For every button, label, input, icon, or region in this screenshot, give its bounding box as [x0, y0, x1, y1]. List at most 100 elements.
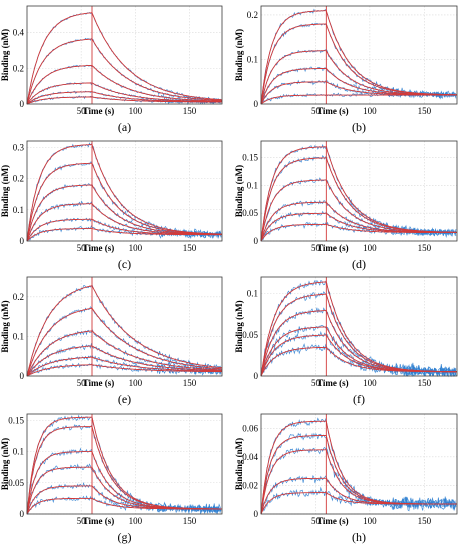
x-tick-label: 150 — [183, 106, 197, 116]
x-tick-label: 100 — [129, 243, 143, 253]
fit-curve-1 — [260, 10, 457, 105]
panel-g: 0 0.05 0.1 0.15 50 100 150 Time (s) Binding (nM)… — [0, 413, 223, 544]
fit-curve-1 — [26, 285, 223, 377]
x-axis-title: Time (s) — [317, 106, 349, 116]
x-tick-label: 50 — [311, 243, 321, 253]
y-tick-label: 0.15 — [8, 415, 24, 425]
panel-f: 0 0.05 0.1 50 100 150 Time (s) Binding (nM) (f) — [234, 276, 458, 406]
x-axis-title: Time (s) — [317, 378, 349, 388]
y-tick-label: 0.1 — [13, 447, 24, 457]
y-tick-label: 0.15 — [242, 153, 258, 163]
x-tick-label: 50 — [311, 106, 321, 116]
x-tick-label: 150 — [418, 106, 432, 116]
experimental-trace-1 — [260, 417, 457, 515]
fit-curve-6 — [260, 346, 457, 377]
plot-frame — [26, 413, 223, 515]
y-axis-title: Binding (nM) — [0, 29, 10, 81]
plot-frame — [26, 276, 223, 377]
x-tick-label: 150 — [418, 378, 432, 388]
experimental-trace-1 — [26, 12, 222, 105]
x-tick-label: 50 — [311, 516, 321, 526]
y-axis-title: Binding (nM) — [0, 300, 10, 352]
fit-curve-2 — [26, 162, 223, 242]
fit-curve-2 — [260, 157, 457, 242]
x-tick-label: 50 — [77, 516, 87, 526]
panel-label: (b) — [352, 120, 366, 134]
plot-frame — [260, 413, 458, 515]
y-tick-label: 0 — [20, 509, 25, 519]
fit-curve-6 — [260, 94, 457, 105]
y-axis-title: Binding (nM) — [234, 165, 244, 217]
y-axis-title: Binding (nM) — [0, 165, 10, 217]
y-tick-label: 0 — [254, 371, 259, 381]
y-tick-label: 0.1 — [13, 331, 24, 341]
y-tick-label: 0.06 — [242, 423, 258, 433]
x-tick-label: 100 — [363, 106, 377, 116]
fit-curve-6 — [26, 96, 222, 105]
x-axis-title: Time (s) — [83, 106, 115, 116]
x-tick-label: 100 — [363, 378, 377, 388]
panel-label: (g) — [118, 530, 132, 544]
fit-curve-2 — [26, 307, 223, 377]
panel-c: 0 0.1 0.2 0.3 50 100 150 Time (s) Binding (nM) (c… — [0, 140, 223, 271]
experimental-trace-6 — [26, 225, 222, 242]
x-tick-label: 50 — [77, 106, 87, 116]
y-axis-title: Binding (nM) — [234, 438, 244, 490]
y-axis-title: Binding (nM) — [0, 438, 10, 490]
x-tick-label: 50 — [77, 378, 87, 388]
panel-label: (d) — [352, 257, 366, 271]
fit-curve-6 — [26, 497, 222, 515]
fit-curve-2 — [26, 38, 223, 105]
x-axis-title: Time (s) — [83, 516, 115, 526]
x-tick-label: 150 — [418, 516, 432, 526]
fit-curve-1 — [26, 144, 222, 242]
fit-curve-1 — [260, 146, 457, 242]
fit-curve-4 — [26, 82, 222, 105]
x-axis-title: Time (s) — [83, 243, 115, 253]
experimental-trace-5 — [260, 210, 457, 242]
panel-label: (h) — [352, 530, 366, 544]
y-tick-label: 0.2 — [13, 63, 24, 73]
fit-curve-3 — [26, 184, 222, 242]
plot-frame — [260, 5, 458, 105]
x-tick-label: 150 — [418, 243, 432, 253]
panel-label: (e) — [118, 392, 131, 406]
y-axis-title: Binding (nM) — [234, 300, 244, 352]
fit-curve-5 — [26, 356, 222, 377]
x-axis-title: Time (s) — [317, 243, 349, 253]
y-tick-label: 0.04 — [242, 452, 258, 462]
y-tick-label: 0 — [254, 509, 259, 519]
fit-curve-5 — [260, 492, 457, 515]
y-tick-label: 0.1 — [13, 205, 24, 215]
y-tick-label: 0.02 — [242, 480, 258, 490]
y-tick-label: 0.1 — [247, 180, 258, 190]
fit-curve-1 — [26, 12, 223, 105]
y-tick-label: 0 — [254, 99, 259, 109]
experimental-trace-1 — [26, 142, 222, 242]
x-tick-label: 100 — [363, 516, 377, 526]
panel-label: (c) — [118, 257, 131, 271]
y-tick-label: 0.05 — [242, 330, 258, 340]
y-tick-label: 0.3 — [13, 142, 25, 152]
y-tick-label: 0.2 — [13, 174, 24, 184]
x-tick-label: 100 — [129, 378, 143, 388]
fit-curve-4 — [26, 345, 222, 377]
panel-label: (a) — [118, 120, 131, 134]
y-tick-label: 0 — [20, 371, 25, 381]
y-tick-label: 0.05 — [8, 478, 24, 488]
panel-label: (f) — [353, 392, 365, 406]
experimental-trace-2 — [260, 291, 457, 378]
y-tick-label: 0.1 — [247, 289, 258, 299]
y-tick-label: 0.4 — [13, 28, 25, 38]
fit-curve-5 — [260, 212, 457, 242]
plot-frame — [260, 276, 458, 377]
fit-curve-3 — [26, 330, 223, 377]
x-tick-label: 100 — [363, 243, 377, 253]
y-axis-title: Binding (nM) — [234, 29, 244, 81]
experimental-trace-1 — [260, 279, 457, 377]
y-tick-label: 0.2 — [13, 292, 24, 302]
x-tick-label: 150 — [183, 378, 197, 388]
fit-curve-6 — [260, 223, 457, 242]
fit-curve-6 — [26, 364, 222, 377]
